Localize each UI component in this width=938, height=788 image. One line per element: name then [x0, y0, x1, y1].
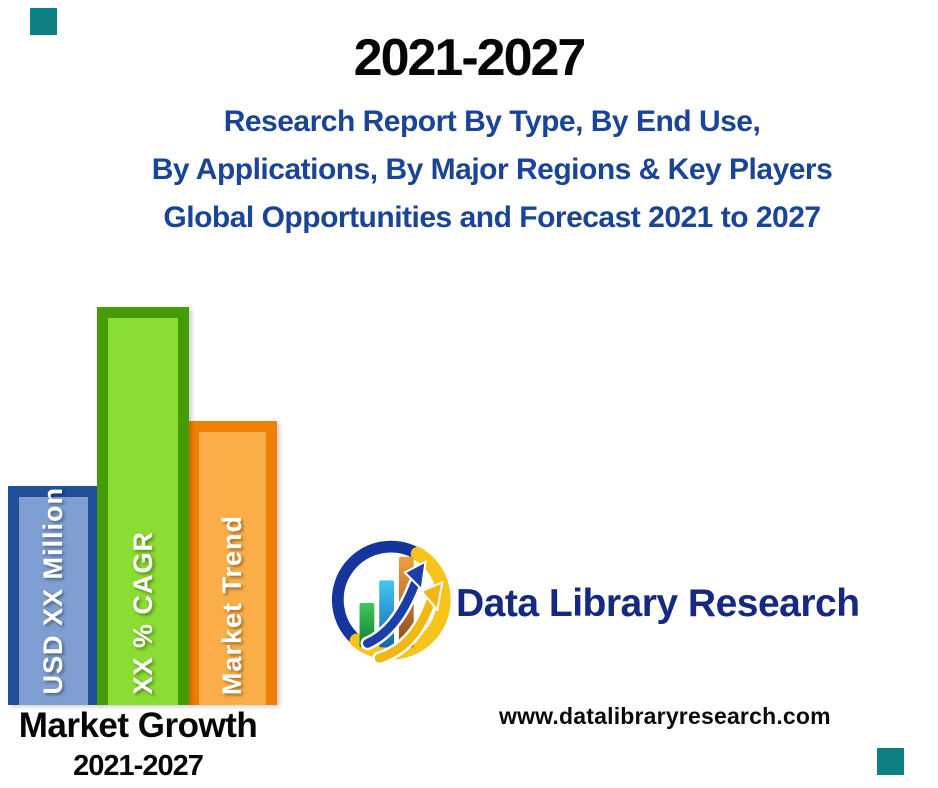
bar-label: USD XX Million: [38, 487, 68, 695]
bar-xx-cagr: XX % CAGR: [97, 307, 189, 705]
bar-label: XX % CAGR: [127, 531, 158, 695]
chart-caption-title: Market Growth: [18, 706, 258, 745]
corner-accent-top-left: [30, 8, 57, 35]
bar-label: Market Trend: [217, 514, 247, 695]
chart-caption: Market Growth 2021-2027: [0, 705, 276, 782]
subtitle-line-1: Research Report By Type, By End Use,: [223, 105, 761, 138]
subtitle: Research Report By Type, By End Use, By …: [47, 98, 937, 242]
page-title: 2021-2027: [353, 29, 587, 87]
bar-usd-xx-million: USD XX Million: [8, 486, 99, 705]
website-url: www.datalibraryresearch.com: [499, 703, 831, 729]
chart-caption-period: 2021-2027: [73, 750, 204, 782]
data-library-research-logo-icon: [331, 540, 451, 666]
subtitle-line-3: Global Opportunities and Forecast 2021 t…: [163, 201, 821, 234]
subtitle-line-2: By Applications, By Major Regions & Key …: [151, 153, 833, 186]
brand-name: Data Library Research: [456, 582, 860, 625]
bar-market-trend: Market Trend: [188, 421, 277, 705]
corner-accent-bottom-right: [877, 748, 904, 775]
